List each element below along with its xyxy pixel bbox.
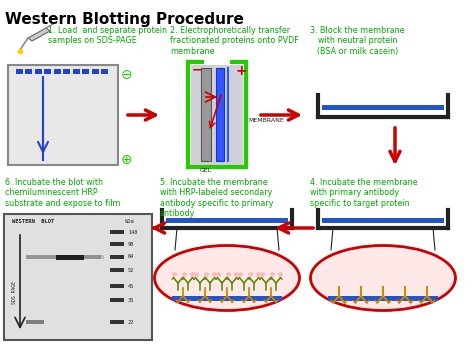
Bar [216,68,224,161]
Bar [101,69,109,74]
Bar [64,69,71,74]
Bar [110,255,124,258]
Text: 6. Incubate the blot with
chemiluminescent HRP
substrate and expose to film: 6. Incubate the blot with chemiluminesce… [5,178,120,208]
Bar [110,230,124,234]
Bar [26,69,33,74]
Polygon shape [28,28,50,41]
Text: ⊖: ⊖ [121,68,133,82]
Bar [166,218,288,223]
Bar [191,65,243,167]
Ellipse shape [310,246,456,310]
Bar [110,320,124,324]
Bar [322,218,444,223]
Text: 2. Electrophoretically transfer
fractionated proteins onto PVDF
membrane: 2. Electrophoretically transfer fraction… [170,26,299,56]
Text: 5. Incubate the membrane
with HRP-labeled secondary
antibody specific to primary: 5. Incubate the membrane with HRP-labele… [160,178,273,218]
Text: kDa: kDa [124,219,134,224]
Text: 98: 98 [128,242,134,246]
Bar [110,268,124,272]
Text: +: + [236,64,247,78]
Text: 22: 22 [128,319,134,325]
Bar [92,69,99,74]
Bar [45,69,52,74]
Text: −: − [192,64,202,77]
Text: 36: 36 [128,298,134,302]
Text: MEMBRANE: MEMBRANE [248,118,284,123]
Ellipse shape [155,246,300,310]
Text: 45: 45 [128,283,134,289]
Bar [201,68,211,161]
Bar [110,242,124,246]
Bar [82,69,90,74]
Bar [56,255,84,260]
Bar [110,298,124,301]
Text: Western Blotting Procedure: Western Blotting Procedure [5,12,244,27]
Bar [16,69,23,74]
Text: 1. Load  and separate protein
samples on SDS-PAGE: 1. Load and separate protein samples on … [48,26,167,45]
Bar [8,65,118,165]
Text: 148: 148 [128,229,137,235]
Text: 4. Incubate the membrane
with primary antibody
specific to target protein: 4. Incubate the membrane with primary an… [310,178,418,208]
Bar [328,296,438,301]
Text: 3. Block the membrane
with neutral protein
(BSA or milk casein): 3. Block the membrane with neutral prote… [310,26,405,56]
Bar [172,296,282,301]
Bar [322,105,444,110]
Bar [73,69,80,74]
Text: SDS PAGE: SDS PAGE [12,281,17,303]
Text: GEL: GEL [200,168,212,173]
Bar [84,255,104,259]
Text: 64: 64 [128,255,134,260]
Bar [54,69,61,74]
Bar [4,214,152,340]
Text: 52: 52 [128,267,134,273]
Bar [110,284,124,288]
Bar [26,255,101,259]
Bar [35,69,42,74]
Text: WESTERN  BLOT: WESTERN BLOT [12,219,54,224]
Bar [26,320,44,324]
Text: ⊕: ⊕ [121,153,133,167]
